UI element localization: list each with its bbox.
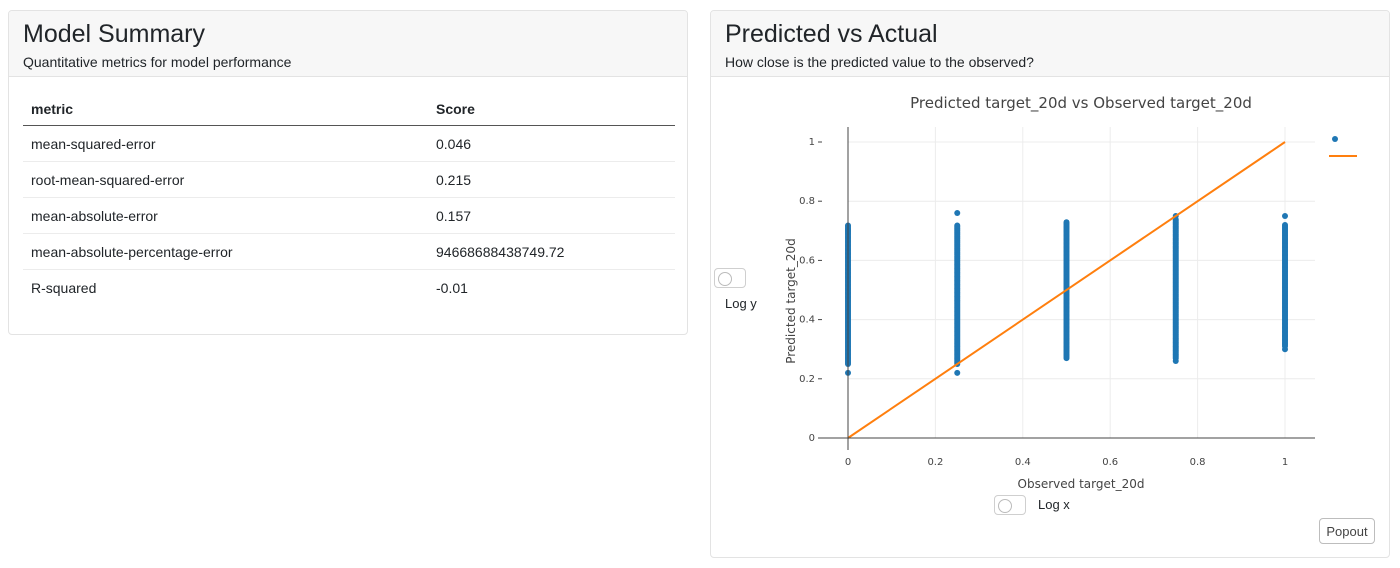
y-tick-label: 0 [809,433,815,444]
table-row: R-squared -0.01 [23,270,675,306]
y-tick-label: 0.4 [799,315,815,326]
x-tick-label: 1 [1282,457,1288,468]
scatter-point[interactable] [1282,346,1288,353]
scatter-point[interactable] [1282,222,1288,229]
table-row: mean-absolute-percentage-error 946686884… [23,233,675,270]
popout-button[interactable]: Popout [1319,518,1375,544]
scatter-point[interactable] [1172,358,1179,365]
scatter-point[interactable] [1282,213,1288,219]
legend-marker-points[interactable] [1332,136,1338,142]
log-x-toggle-knob [998,499,1012,513]
table-row: mean-absolute-error 0.157 [23,197,675,234]
metric-name-cell: mean-absolute-percentage-error [23,233,428,270]
x-tick-label: 0.2 [927,457,943,468]
reference-line [847,141,1286,439]
predicted-vs-actual-header: Predicted vs Actual How close is the pre… [711,11,1389,77]
y-tick-label: 0.2 [799,374,815,385]
scatter-point[interactable] [954,210,961,217]
column-header-score: Score [428,93,675,126]
metric-score-cell: 94668688438749.72 [428,233,675,270]
y-tick-label: 1 [809,137,815,148]
chart-axes: 0 0.2 0.4 0.6 0.8 1 0 0.2 0.4 0.6 0.8 1 [799,127,1315,468]
scatter-points[interactable] [845,210,1288,376]
y-tick-label: 0.8 [799,196,815,207]
scatter-point[interactable] [954,369,961,376]
x-axis-label: Observed target_20d [1018,477,1145,491]
model-summary-card: Model Summary Quantitative metrics for m… [8,10,688,335]
table-row: mean-squared-error 0.046 [23,125,675,162]
model-summary-subtitle: Quantitative metrics for model performan… [23,54,292,70]
predicted-vs-actual-title: Predicted vs Actual [725,20,938,48]
log-x-label: Log x [1038,497,1070,512]
predicted-vs-observed-chart[interactable]: 0 0.2 0.4 0.6 0.8 1 0 0.2 0.4 0.6 0.8 1 Predicted t… [711,11,1390,558]
metrics-table: metric Score mean-squared-error 0.046 ro… [23,93,675,305]
table-row: root-mean-squared-error 0.215 [23,161,675,198]
predicted-vs-actual-subtitle: How close is the predicted value to the … [725,54,1034,70]
metric-score-cell: 0.215 [428,161,675,198]
x-tick-label: 0 [845,457,851,468]
model-summary-title: Model Summary [23,20,205,48]
y-tick-label: 0.6 [799,255,815,266]
metric-name-cell: R-squared [31,279,97,296]
log-x-toggle[interactable] [994,495,1026,515]
x-tick-label: 0.8 [1190,457,1206,468]
metric-score-cell: 0.157 [428,197,675,234]
metric-name-cell: root-mean-squared-error [23,161,428,198]
chart-legend[interactable] [1329,136,1357,157]
log-y-label: Log y [725,296,757,311]
model-summary-header: Model Summary Quantitative metrics for m… [9,11,687,77]
x-tick-label: 0.6 [1102,457,1118,468]
metric-name-cell: mean-squared-error [23,125,428,162]
scatter-point[interactable] [954,222,961,229]
metric-score-cell: -0.01 [436,279,468,296]
reference-line-layer [847,141,1286,439]
scatter-point[interactable] [1063,219,1070,226]
x-tick-label: 0.4 [1015,457,1031,468]
predicted-vs-actual-card: Predicted vs Actual How close is the pre… [710,10,1390,558]
metric-name-cell: mean-absolute-error [23,197,428,234]
log-y-toggle-knob [718,272,732,286]
log-y-toggle[interactable] [714,268,746,288]
metrics-table-header-row: metric Score [23,93,675,126]
y-axis-label: Predicted target_20d [784,238,798,364]
column-header-metric: metric [23,93,428,126]
chart-title: Predicted target_20d vs Observed target_… [910,94,1252,113]
metric-score-cell: 0.046 [428,125,675,162]
